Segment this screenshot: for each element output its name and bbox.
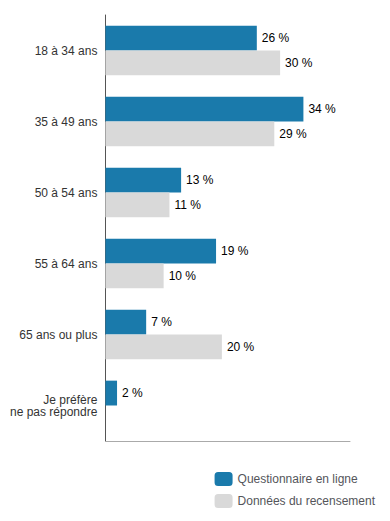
svg-text:20 %: 20 % bbox=[227, 340, 255, 354]
svg-text:2 %: 2 % bbox=[122, 386, 143, 400]
svg-text:35 à 49 ans: 35 à 49 ans bbox=[35, 115, 98, 129]
svg-text:30 %: 30 % bbox=[285, 56, 313, 70]
svg-text:18 à 34 ans: 18 à 34 ans bbox=[35, 44, 98, 58]
svg-text:11 %: 11 % bbox=[174, 198, 201, 212]
svg-text:10 %: 10 % bbox=[169, 269, 197, 283]
svg-text:ne pas répondre: ne pas répondre bbox=[10, 405, 98, 419]
svg-text:Données du recensement: Données du recensement bbox=[238, 494, 376, 508]
svg-text:Questionnaire en ligne: Questionnaire en ligne bbox=[238, 472, 358, 486]
svg-text:13 %: 13 % bbox=[186, 173, 214, 187]
svg-text:50 à 54 ans: 50 à 54 ans bbox=[35, 186, 98, 200]
svg-text:19 %: 19 % bbox=[221, 244, 249, 258]
svg-text:29 %: 29 % bbox=[279, 127, 307, 141]
svg-text:26 %: 26 % bbox=[262, 31, 290, 45]
svg-text:34 %: 34 % bbox=[308, 102, 336, 116]
svg-text:7 %: 7 % bbox=[151, 315, 172, 329]
svg-text:Je préfère: Je préfère bbox=[43, 392, 98, 407]
svg-text:65 ans ou plus: 65 ans ou plus bbox=[19, 328, 97, 342]
svg-text:55 à 64 ans: 55 à 64 ans bbox=[35, 257, 98, 271]
